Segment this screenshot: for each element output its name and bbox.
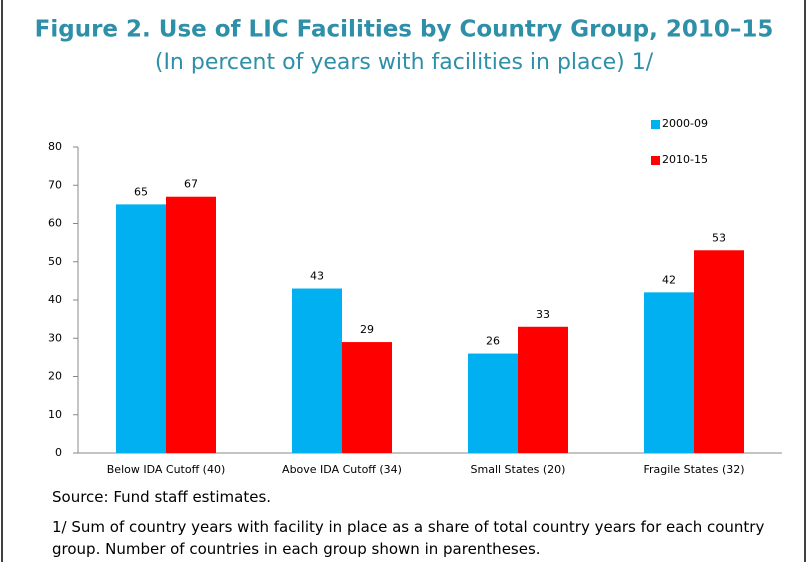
y-tick-label: 50	[48, 255, 62, 268]
legend-swatch	[651, 120, 660, 129]
data-label: 33	[536, 308, 550, 321]
bar	[116, 204, 166, 453]
bar	[166, 196, 216, 453]
x-tick-label: Below IDA Cutoff (40)	[107, 463, 226, 476]
data-label: 53	[712, 231, 726, 244]
data-label: 29	[360, 323, 374, 336]
legend-label: 2010-15	[662, 153, 708, 166]
bar	[694, 250, 744, 453]
y-tick-label: 40	[48, 293, 62, 306]
x-tick-label: Small States (20)	[471, 463, 566, 476]
data-label: 43	[310, 270, 324, 283]
data-label: 42	[662, 273, 676, 286]
x-tick-label: Fragile States (32)	[643, 463, 744, 476]
bar	[342, 342, 392, 453]
bar	[468, 353, 518, 453]
y-tick-label: 10	[48, 408, 62, 421]
y-tick-label: 80	[48, 140, 62, 153]
legend-swatch	[651, 156, 660, 165]
legend-label: 2000-09	[662, 117, 708, 130]
x-tick-label: Above IDA Cutoff (34)	[282, 463, 402, 476]
chart-title: Figure 2. Use of LIC Facilities by Count…	[35, 17, 774, 43]
data-label: 67	[184, 178, 198, 191]
note: 1/ Sum of country years with facility in…	[52, 518, 765, 558]
y-tick-label: 60	[48, 217, 62, 230]
bar	[644, 292, 694, 453]
bar	[518, 326, 568, 453]
y-tick-label: 70	[48, 178, 62, 191]
data-label: 65	[134, 185, 148, 198]
y-tick-label: 0	[55, 446, 62, 459]
bar	[292, 288, 342, 453]
y-tick-label: 20	[48, 370, 62, 383]
y-tick-label: 30	[48, 331, 62, 344]
data-label: 26	[486, 335, 500, 348]
source: Source: Fund staff estimates.	[52, 488, 272, 506]
chart-subtitle: (In percent of years with facilities in …	[155, 50, 654, 75]
